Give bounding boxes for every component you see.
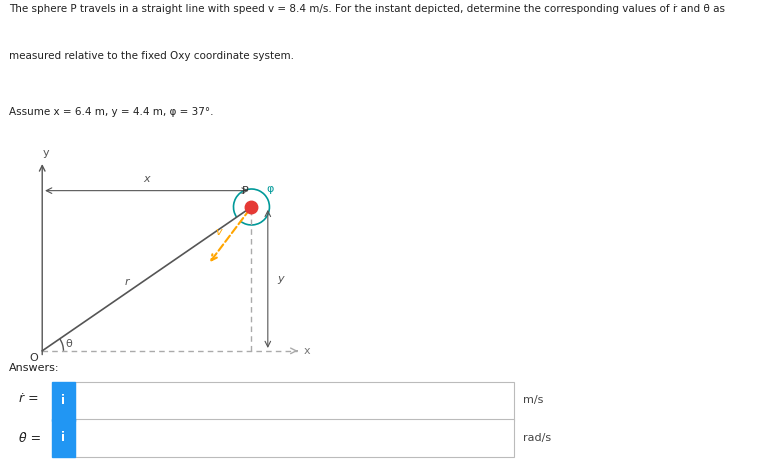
- Text: rad/s: rad/s: [523, 433, 552, 443]
- Text: y: y: [277, 274, 284, 284]
- Text: x: x: [144, 174, 151, 184]
- FancyBboxPatch shape: [75, 419, 514, 457]
- FancyBboxPatch shape: [52, 382, 75, 420]
- Text: x: x: [304, 346, 310, 356]
- Text: φ: φ: [267, 184, 274, 194]
- Text: ṙ =: ṙ =: [19, 392, 39, 405]
- Text: i: i: [61, 394, 66, 407]
- FancyBboxPatch shape: [52, 419, 75, 457]
- Text: i: i: [61, 431, 66, 444]
- Text: v: v: [215, 228, 222, 237]
- Text: y: y: [42, 148, 49, 158]
- Text: P: P: [241, 185, 248, 196]
- Text: measured relative to the fixed Oxy coordinate system.: measured relative to the fixed Oxy coord…: [9, 51, 294, 61]
- Text: The sphere P travels in a straight line with speed v = 8.4 m/s. For the instant : The sphere P travels in a straight line …: [9, 4, 725, 14]
- FancyBboxPatch shape: [75, 382, 514, 420]
- Text: θ̇ =: θ̇ =: [19, 432, 41, 445]
- Text: Assume x = 6.4 m, y = 4.4 m, φ = 37°.: Assume x = 6.4 m, y = 4.4 m, φ = 37°.: [9, 107, 214, 118]
- Text: m/s: m/s: [523, 396, 544, 405]
- Text: r: r: [125, 277, 130, 287]
- Text: Answers:: Answers:: [9, 363, 60, 373]
- Text: O: O: [30, 353, 38, 363]
- Text: θ: θ: [65, 339, 72, 349]
